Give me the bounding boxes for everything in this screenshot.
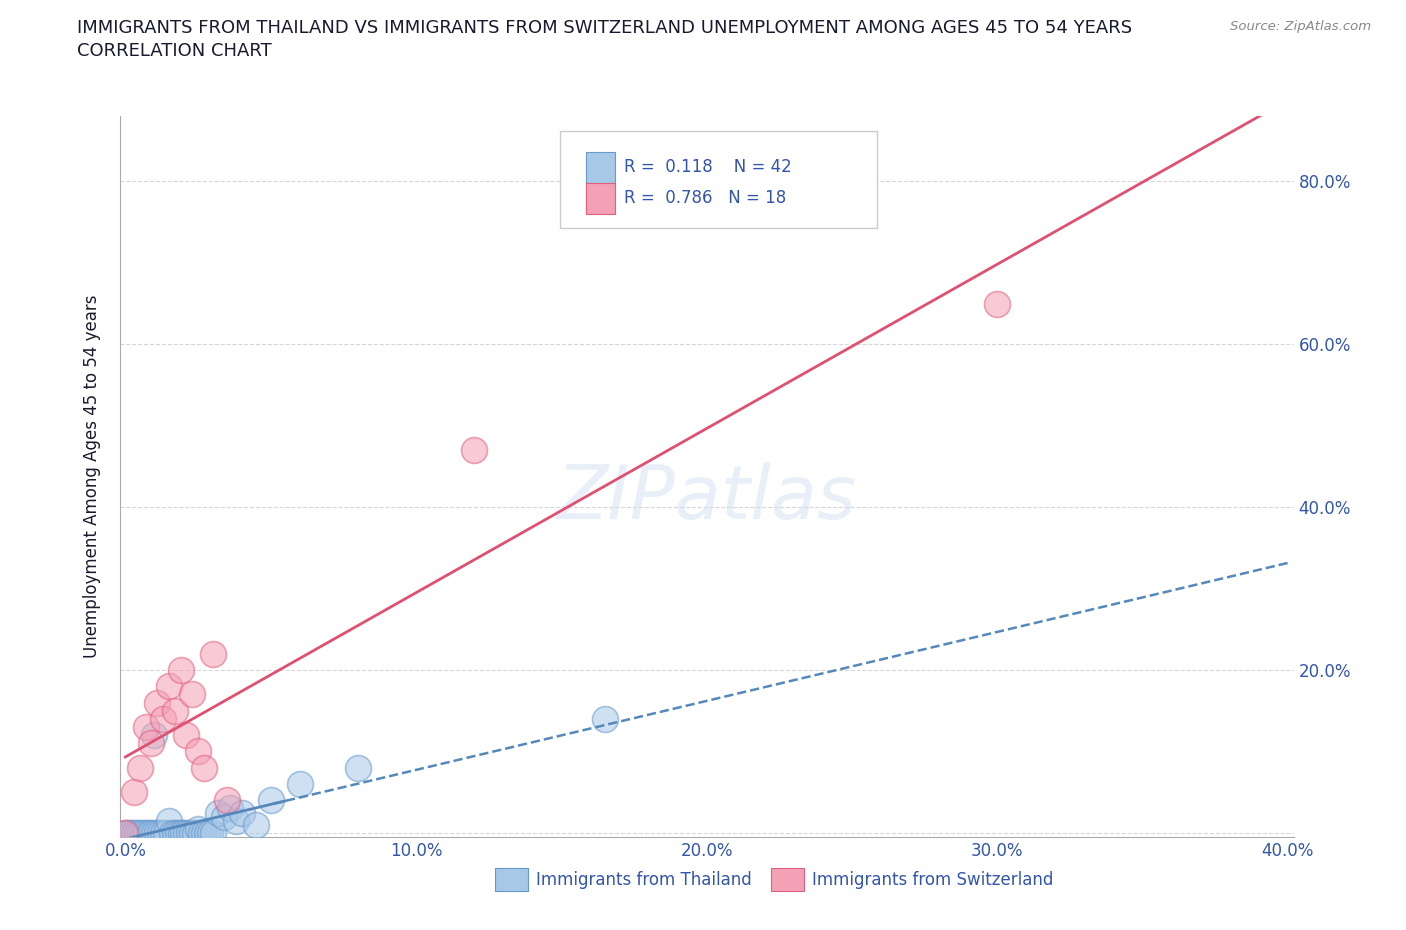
Point xyxy=(231,805,253,820)
Bar xyxy=(495,868,529,891)
Point xyxy=(198,826,221,841)
Point xyxy=(176,826,198,841)
Point xyxy=(181,687,204,702)
Point xyxy=(125,826,148,841)
Point xyxy=(138,826,160,841)
FancyBboxPatch shape xyxy=(560,130,877,228)
Point xyxy=(135,826,157,841)
Text: CORRELATION CHART: CORRELATION CHART xyxy=(77,42,273,60)
Point xyxy=(163,703,186,718)
Point xyxy=(143,826,166,841)
Point xyxy=(157,679,180,694)
Point xyxy=(122,826,145,841)
Point xyxy=(160,826,183,841)
Point xyxy=(193,761,215,776)
Point xyxy=(114,826,136,841)
Text: R =  0.786   N = 18: R = 0.786 N = 18 xyxy=(624,190,786,207)
Bar xyxy=(770,868,804,891)
Point xyxy=(463,443,485,458)
Y-axis label: Unemployment Among Ages 45 to 54 years: Unemployment Among Ages 45 to 54 years xyxy=(83,295,101,658)
Text: IMMIGRANTS FROM THAILAND VS IMMIGRANTS FROM SWITZERLAND UNEMPLOYMENT AMONG AGES : IMMIGRANTS FROM THAILAND VS IMMIGRANTS F… xyxy=(77,19,1132,36)
Point xyxy=(141,826,163,841)
Point xyxy=(128,826,150,841)
Point xyxy=(143,728,166,743)
Point xyxy=(346,761,368,776)
Point xyxy=(155,826,177,841)
Point xyxy=(179,826,201,841)
Point xyxy=(288,777,311,791)
Point xyxy=(169,662,191,677)
Point xyxy=(195,826,218,841)
Point xyxy=(215,793,238,808)
Point xyxy=(187,744,209,759)
Point xyxy=(135,720,157,735)
Point xyxy=(141,736,163,751)
Point xyxy=(593,711,616,726)
Point xyxy=(166,826,188,841)
Point xyxy=(986,296,1008,311)
Point xyxy=(184,826,207,841)
Text: Immigrants from Thailand: Immigrants from Thailand xyxy=(536,870,752,888)
Point xyxy=(114,826,136,841)
Text: R =  0.118    N = 42: R = 0.118 N = 42 xyxy=(624,158,792,176)
Point xyxy=(172,826,194,841)
Bar xyxy=(585,152,614,182)
Point xyxy=(190,826,212,841)
Point xyxy=(201,646,224,661)
Point xyxy=(225,813,247,828)
Point xyxy=(146,826,169,841)
Point xyxy=(152,826,174,841)
Point xyxy=(149,826,172,841)
Point xyxy=(117,826,139,841)
Point xyxy=(122,785,145,800)
Point xyxy=(193,826,215,841)
Text: Immigrants from Switzerland: Immigrants from Switzerland xyxy=(813,870,1053,888)
Point xyxy=(120,826,142,841)
Text: ZIPatlas: ZIPatlas xyxy=(557,462,856,534)
Point xyxy=(163,826,186,841)
Point xyxy=(259,793,281,808)
Point xyxy=(219,801,242,816)
Point xyxy=(201,826,224,841)
Point xyxy=(245,817,267,832)
Point xyxy=(128,761,150,776)
Bar xyxy=(585,182,614,214)
Point xyxy=(212,809,235,824)
Point xyxy=(207,805,229,820)
Point xyxy=(157,813,180,828)
Point xyxy=(146,696,169,711)
Point xyxy=(152,711,174,726)
Point xyxy=(187,821,209,836)
Text: Source: ZipAtlas.com: Source: ZipAtlas.com xyxy=(1230,20,1371,33)
Point xyxy=(176,728,198,743)
Point xyxy=(181,826,204,841)
Point xyxy=(169,826,191,841)
Point xyxy=(132,826,155,841)
